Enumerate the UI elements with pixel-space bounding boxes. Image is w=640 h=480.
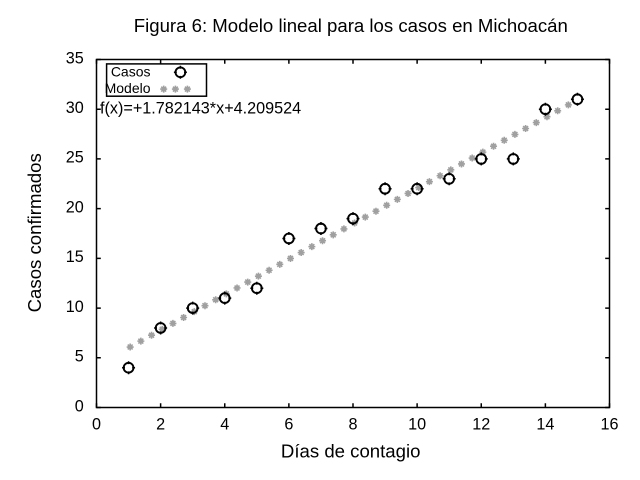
svg-text:16: 16 — [600, 416, 618, 434]
svg-text:15: 15 — [66, 248, 84, 266]
svg-text:20: 20 — [66, 198, 84, 216]
svg-text:Días de contagio: Días de contagio — [281, 441, 421, 462]
svg-text:30: 30 — [66, 99, 84, 117]
svg-text:25: 25 — [66, 149, 84, 167]
svg-text:14: 14 — [536, 416, 554, 434]
svg-text:8: 8 — [348, 416, 357, 434]
svg-text:2: 2 — [156, 416, 165, 434]
svg-text:4: 4 — [220, 416, 229, 434]
svg-text:0: 0 — [92, 416, 101, 434]
svg-text:12: 12 — [472, 416, 490, 434]
svg-text:10: 10 — [66, 298, 84, 316]
svg-text:5: 5 — [75, 348, 84, 366]
svg-text:Casos: Casos — [111, 64, 151, 80]
svg-text:Figura 6: Modelo lineal para l: Figura 6: Modelo lineal para los casos e… — [134, 15, 568, 36]
svg-text:10: 10 — [408, 416, 426, 434]
svg-text:6: 6 — [284, 416, 293, 434]
svg-text:Casos confirmados: Casos confirmados — [24, 153, 45, 312]
svg-text:0: 0 — [75, 397, 84, 415]
svg-text:f(x)=+1.782143*x+4.209524: f(x)=+1.782143*x+4.209524 — [100, 100, 301, 118]
svg-text:Modelo: Modelo — [105, 80, 151, 96]
svg-text:35: 35 — [66, 49, 84, 67]
